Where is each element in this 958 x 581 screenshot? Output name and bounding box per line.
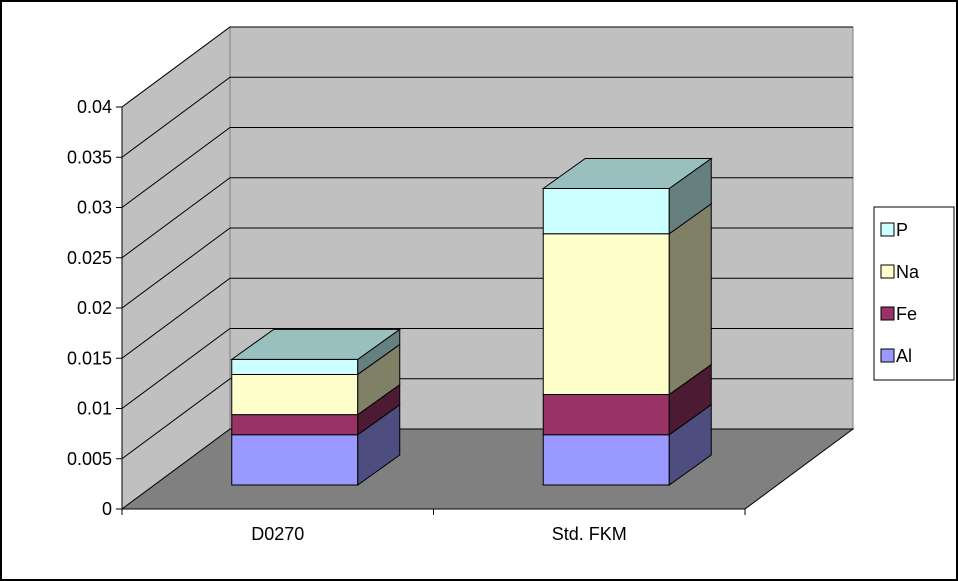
bar-d0270-p-top <box>230 328 402 360</box>
gridline <box>121 26 853 108</box>
y-tick-label: 0.04 <box>77 97 112 117</box>
bar-std-fkm-al-front <box>542 434 670 486</box>
gridline <box>121 76 853 158</box>
bar-std-fkm-na-side <box>668 202 712 396</box>
bar-d0270-p-front <box>231 358 359 375</box>
legend-label-fe: Fe <box>896 304 917 324</box>
bar-std-fkm-na-front <box>542 233 670 396</box>
y-tick-label: 0.03 <box>77 198 112 218</box>
x-axis-tick-labels: D0270 Std. FKM <box>251 524 627 544</box>
bar-d0270-al-front <box>231 434 359 486</box>
legend-label-na: Na <box>896 262 920 282</box>
bars <box>230 157 713 486</box>
y-tick-label: 0.01 <box>77 399 112 419</box>
bar-std-fkm-fe-front <box>542 394 670 436</box>
y-tick-label: 0.005 <box>67 449 112 469</box>
y-tick-label: 0 <box>102 499 112 519</box>
legend-swatch-fe <box>880 306 895 321</box>
x-tick-label: D0270 <box>251 524 304 544</box>
legend-label-p: P <box>896 220 908 240</box>
legend-swatch-al <box>880 348 895 363</box>
bar-std-fkm-p-front <box>542 188 670 235</box>
bar-d0270-na-front <box>231 373 359 416</box>
y-tick-label: 0.02 <box>77 298 112 318</box>
bar-d0270-fe-front <box>231 414 359 436</box>
y-tick-label: 0.015 <box>67 348 112 368</box>
legend-swatch-na <box>880 264 895 279</box>
x-tick-label: Std. FKM <box>552 524 627 544</box>
axes <box>116 106 746 515</box>
bar-std-fkm-p-top <box>541 158 713 190</box>
legend: P Na Fe Al <box>873 206 955 381</box>
legend-swatch-p <box>880 222 895 237</box>
y-tick-label: 0.025 <box>67 248 112 268</box>
gridline <box>121 127 853 208</box>
legend-label-al: Al <box>896 346 912 366</box>
y-axis-tick-labels: 0 0.005 0.01 0.015 0.02 0.025 0.03 0.035 0.04 <box>67 97 112 519</box>
y-tick-label: 0.035 <box>67 147 112 167</box>
